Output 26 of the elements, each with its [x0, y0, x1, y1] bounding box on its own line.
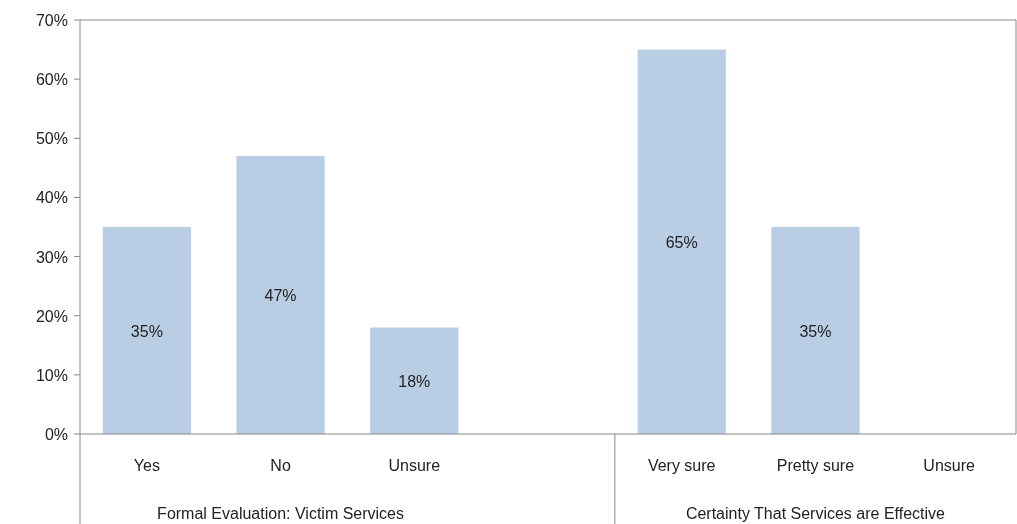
- x-tick-label: Unsure: [388, 457, 441, 474]
- x-tick-label: No: [270, 457, 291, 474]
- data-label: 47%: [264, 287, 297, 305]
- y-tick-label: 10%: [35, 366, 68, 384]
- data-label: 35%: [799, 322, 832, 340]
- text: Certainty That Services are Effective: [685, 505, 946, 522]
- text: Formal Evaluation: Victim Services: [157, 505, 405, 522]
- y-tick-label: 50%: [35, 130, 68, 148]
- y-tick-label: 30%: [35, 248, 68, 266]
- y-tick-label: 70%: [35, 12, 68, 29]
- y-tick-label: 40%: [35, 189, 68, 207]
- data-label: 35%: [130, 322, 163, 340]
- x-tick-label: Yes: [133, 457, 160, 474]
- bar: [637, 49, 726, 434]
- bar: [771, 227, 860, 434]
- x-tick-label: Unsure: [923, 457, 976, 474]
- y-tick-label: 60%: [35, 71, 68, 89]
- x-tick-label: Pretty sure: [776, 457, 855, 474]
- x-tick-label: Very sure: [647, 457, 716, 474]
- y-tick-label: 0%: [44, 426, 68, 443]
- data-label: 65%: [665, 233, 698, 251]
- bar: [102, 227, 191, 434]
- bar: [236, 156, 325, 434]
- y-tick-label: 20%: [35, 307, 68, 325]
- bar: [370, 327, 459, 434]
- data-label: 18%: [398, 372, 431, 390]
